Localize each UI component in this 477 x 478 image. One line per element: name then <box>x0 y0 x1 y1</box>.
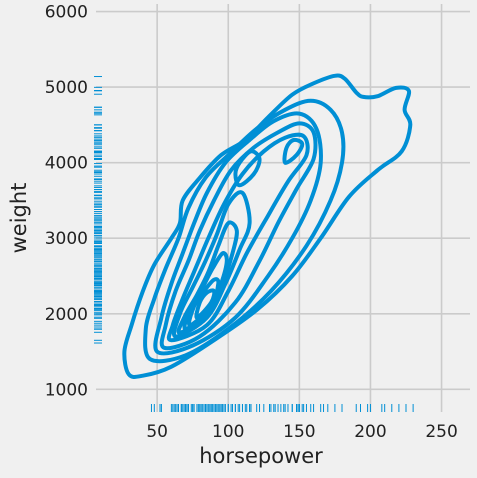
x-tick-label: 200 <box>354 422 386 442</box>
kde-contour-level-4 <box>159 121 318 351</box>
y-tick-labels: 1000 2000 3000 4000 5000 6000 <box>45 3 88 401</box>
x-tick-label: 150 <box>283 422 315 442</box>
y-tick-label: 3000 <box>45 229 88 249</box>
kde-contour-level-11 <box>282 137 305 165</box>
kde-contour-level-6 <box>171 190 252 339</box>
x-tick-label: 50 <box>146 422 168 442</box>
x-rug <box>150 404 414 412</box>
y-tick-label: 4000 <box>45 154 88 174</box>
x-tick-label: 100 <box>212 422 244 442</box>
kde-contour-level-3 <box>153 111 323 356</box>
y-tick-label: 1000 <box>45 380 88 400</box>
kde-contour-level-12 <box>233 149 262 188</box>
y-tick-label: 5000 <box>45 78 88 98</box>
y-axis-label: weight <box>7 183 31 254</box>
y-tick-label: 6000 <box>45 3 88 23</box>
x-axis-label: horsepower <box>199 444 323 468</box>
kde-contour-level-5 <box>166 132 310 343</box>
kde-contour-level-1 <box>122 73 413 379</box>
x-tick-labels: 50 100 150 200 250 <box>146 422 457 442</box>
kde-contour-level-9 <box>187 277 221 328</box>
kde-contour-level-10 <box>194 288 217 320</box>
grid-lines <box>96 4 470 412</box>
y-tick-label: 2000 <box>45 305 88 325</box>
y-rug <box>94 76 102 344</box>
kde-contours <box>122 73 413 379</box>
kde-contour-level-2 <box>143 98 346 364</box>
x-tick-label: 250 <box>425 422 457 442</box>
